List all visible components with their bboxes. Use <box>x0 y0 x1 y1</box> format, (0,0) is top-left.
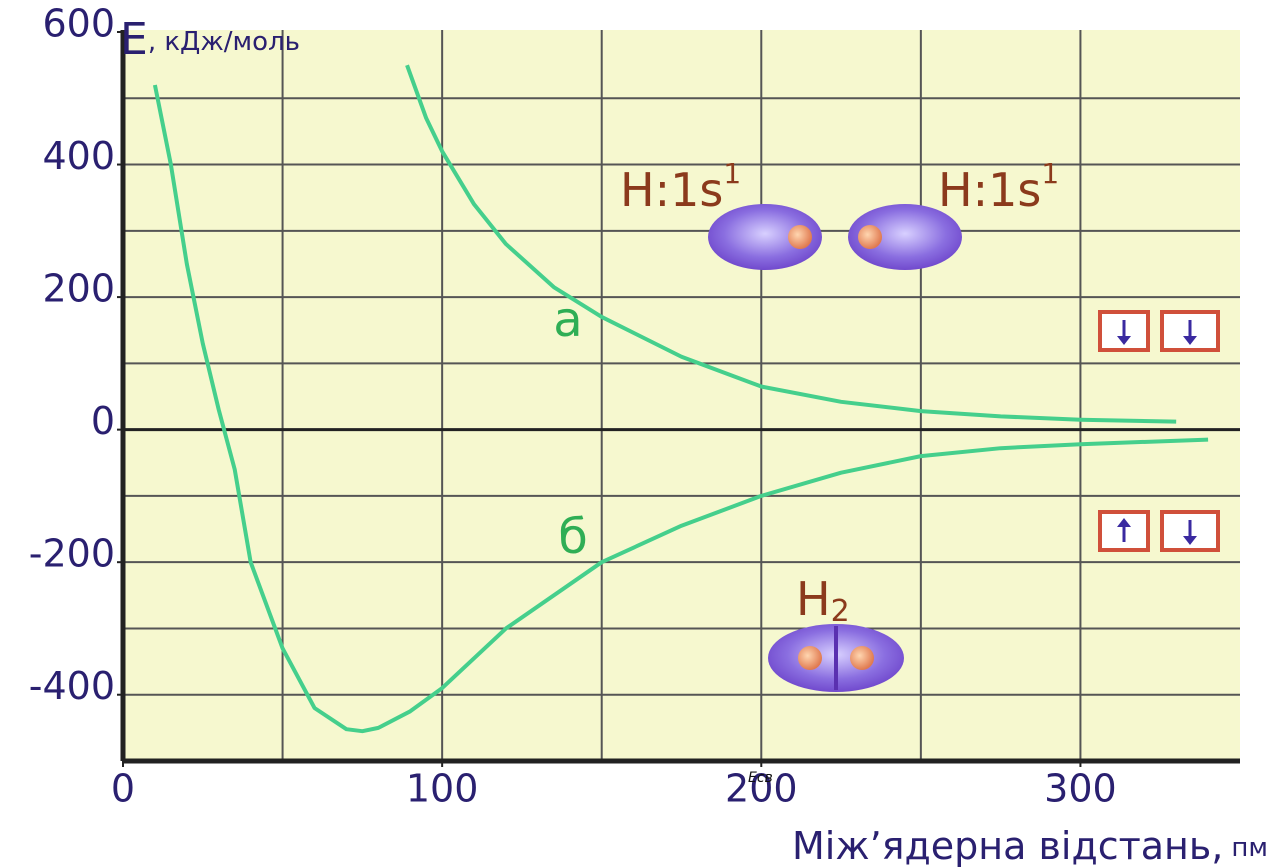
y-tick-label: 200 <box>42 267 115 311</box>
y-axis-label-unit: , кДж/моль <box>148 27 300 57</box>
y-tick-label: -200 <box>29 532 115 576</box>
annotation: H:1s1 <box>620 157 741 217</box>
y-tick-label: 400 <box>42 134 115 178</box>
series-label: б <box>558 509 588 565</box>
chart: -400-20002004006000100200300абH:1s1H:1s1… <box>0 0 1272 868</box>
x-tick-label: 300 <box>1044 767 1117 811</box>
series-label: а <box>553 292 582 348</box>
x-axis-label-main: Міжʼядерна відстань, <box>792 824 1223 868</box>
y-tick-label: -400 <box>29 664 115 708</box>
plot-background <box>123 30 1240 762</box>
x-tick-label: 100 <box>406 767 479 811</box>
annotation-sub: 2 <box>831 594 850 629</box>
y-tick-label: 0 <box>91 399 115 443</box>
annotation-sup: 1 <box>723 157 741 190</box>
x-axis-label-unit: пм <box>1231 833 1268 863</box>
annotation-text: H:1s <box>620 163 723 217</box>
x-axis-label: Міжʼядерна відстань, пм <box>792 824 1268 868</box>
y-tick-label: 600 <box>42 2 115 46</box>
y-axis-label-main: E <box>120 14 148 65</box>
annotation-text: H <box>796 572 831 626</box>
annotation-text: H:1s <box>938 163 1041 217</box>
x-tick-label: 0 <box>111 767 135 811</box>
annotation-sup: 1 <box>1041 157 1059 190</box>
annotation: H:1s1 <box>938 157 1059 217</box>
note: Eсв <box>748 770 773 786</box>
